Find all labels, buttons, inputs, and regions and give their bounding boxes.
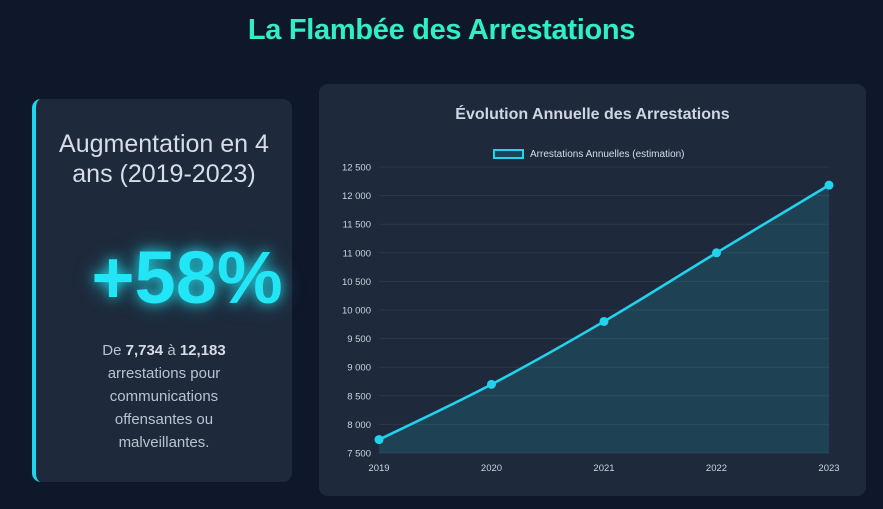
x-tick-label: 2019 bbox=[368, 463, 389, 474]
y-tick-label: 8 000 bbox=[347, 420, 371, 431]
data-point bbox=[824, 180, 834, 190]
y-tick-label: 12 000 bbox=[342, 191, 371, 202]
y-tick-label: 7 500 bbox=[347, 449, 371, 460]
stat-card: Augmentation en 4 ans (2019-2023) +58% D… bbox=[32, 99, 292, 482]
desc-mid: à bbox=[163, 342, 180, 359]
x-tick-label: 2022 bbox=[706, 463, 727, 474]
x-tick-label: 2023 bbox=[818, 463, 839, 474]
x-tick-label: 2021 bbox=[593, 463, 614, 474]
stat-big-value: +58% bbox=[91, 236, 283, 319]
line-chart: 7 500 8 000 8 500 9 000 9 500 10 000 10 500 11 … bbox=[342, 163, 840, 475]
stat-description: De 7,734 à 12,183 arrestations pour comm… bbox=[76, 339, 252, 454]
legend-label: Arrestations Annuelles (estimation) bbox=[530, 148, 685, 160]
stat-heading: Augmentation en 4 ans (2019-2023) bbox=[59, 130, 269, 188]
y-tick-label: 12 500 bbox=[342, 163, 371, 174]
y-tick-label: 9 000 bbox=[347, 363, 371, 374]
y-tick-label: 10 500 bbox=[342, 277, 371, 288]
data-point bbox=[487, 379, 496, 389]
y-tick-label: 8 500 bbox=[347, 391, 371, 402]
y-tick-label: 11 000 bbox=[343, 248, 371, 259]
chart-card: Évolution Annuelle des Arrestations Arre… bbox=[319, 84, 866, 496]
legend-swatch bbox=[493, 149, 524, 159]
to-value: 12,183 bbox=[179, 342, 226, 359]
y-tick-label: 10 000 bbox=[342, 306, 371, 317]
desc-suffix: arrestations pour communications offensa… bbox=[107, 365, 221, 451]
data-point bbox=[712, 248, 721, 258]
page-title: La Flambée des Arrestations bbox=[247, 14, 636, 46]
data-point bbox=[599, 316, 609, 326]
data-point bbox=[374, 435, 384, 445]
from-value: 7,734 bbox=[125, 342, 164, 359]
chart-title: Évolution Annuelle des Arrestations bbox=[455, 106, 730, 123]
desc-prefix: De bbox=[102, 342, 126, 359]
y-tick-label: 11 500 bbox=[343, 220, 371, 231]
chart-legend[interactable]: Arrestations Annuelles (estimation) bbox=[493, 147, 685, 161]
x-tick-label: 2020 bbox=[481, 463, 502, 474]
y-tick-label: 9 500 bbox=[347, 334, 371, 345]
